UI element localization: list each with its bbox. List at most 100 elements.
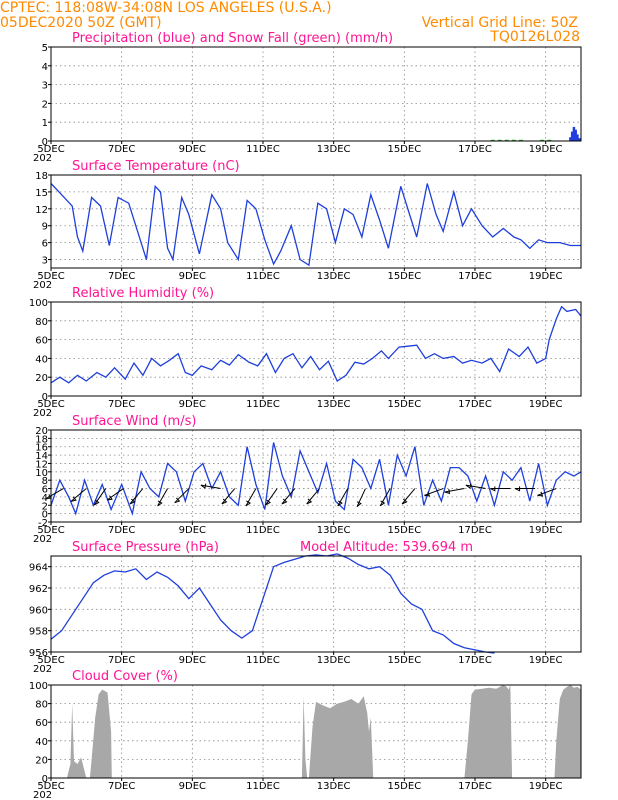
- wind-arrow-head: [537, 491, 544, 497]
- wind-arrow: [200, 484, 221, 490]
- x-tick-label: 19DEC: [529, 525, 563, 536]
- x-tick-label: 11DEC: [246, 271, 280, 282]
- cloud-area: [63, 685, 582, 778]
- x-tick-label: 11DEC: [246, 399, 280, 410]
- year-fragment: 202: [33, 664, 52, 675]
- precip-bar: [490, 139, 495, 141]
- y-tick-label: 20: [35, 373, 48, 384]
- plot-frame: [50, 429, 582, 523]
- wind-arrow: [444, 488, 465, 493]
- y-tick-label: 80: [35, 317, 48, 328]
- year-fragment: 202: [33, 790, 52, 800]
- series-line: [50, 305, 582, 384]
- y-tick-label: 18: [35, 171, 48, 182]
- y-tick-label: 12: [35, 205, 48, 216]
- x-tick-label: 7DEC: [108, 144, 135, 155]
- wind-arrow-head: [70, 496, 77, 502]
- x-tick-label: 5DEC: [37, 144, 64, 155]
- x-tick-label: 13DEC: [317, 271, 351, 282]
- header-grid-note: Vertical Grid Line: 50Z: [422, 15, 578, 31]
- wind-arrow-head: [444, 489, 451, 495]
- precip-bar: [504, 139, 509, 141]
- x-tick-label: 17DEC: [458, 271, 492, 282]
- wind-arrow: [465, 484, 486, 490]
- precip-bar: [574, 129, 577, 141]
- y-tick-label: 20: [35, 426, 48, 437]
- wind-arrow: [221, 488, 236, 505]
- precip-bar: [540, 139, 545, 141]
- x-tick-label: 9DEC: [179, 144, 206, 155]
- x-tick-label: 9DEC: [179, 271, 206, 282]
- header-location: CPTEC: 118:08W-34:08N LOS ANGELES (U.S.A…: [0, 0, 332, 16]
- year-fragment: 202: [33, 408, 52, 419]
- y-tick-label: 960: [29, 605, 48, 616]
- y-tick-label: 2: [42, 501, 48, 512]
- wind-arrow-head: [465, 483, 472, 489]
- y-tick-label: 4: [42, 62, 48, 73]
- wind-arrow-head: [200, 483, 207, 489]
- x-tick-label: 9DEC: [179, 525, 206, 536]
- x-tick-label: 15DEC: [387, 399, 421, 410]
- y-tick-label: 4: [42, 493, 48, 504]
- plot-frame: [50, 555, 582, 653]
- wind-arrow: [106, 488, 124, 501]
- wind-arrow-head: [157, 500, 163, 507]
- x-tick-label: 11DEC: [246, 144, 280, 155]
- wind-arrow: [174, 488, 190, 504]
- wind-arrow-head: [306, 498, 313, 505]
- y-tick-label: 40: [35, 737, 48, 748]
- wind-arrow: [306, 488, 320, 505]
- y-tick-label: 0: [42, 392, 48, 403]
- y-tick-label: 6: [42, 485, 48, 496]
- plot-frame: [50, 301, 582, 397]
- wind-arrow-head: [379, 500, 386, 507]
- wind-arrow: [265, 488, 278, 506]
- y-tick-label: 60: [35, 718, 48, 729]
- y-tick-label: 18: [35, 434, 48, 445]
- y-tick-label: 962: [29, 584, 48, 595]
- x-tick-label: 9DEC: [179, 781, 206, 792]
- plot-frame: [50, 174, 582, 269]
- wind-arrow: [45, 488, 64, 499]
- panel-2: Relative Humidity (%) 0 20 40 60 80 100 5DEC 7DE…: [29, 286, 582, 419]
- x-tick-label: 5DEC: [37, 271, 64, 282]
- wind-arrow-head: [514, 486, 521, 492]
- wind-arrow: [93, 488, 107, 506]
- y-tick-label: 3: [42, 81, 48, 92]
- wind-arrow: [424, 488, 444, 496]
- x-tick-label: 19DEC: [529, 781, 563, 792]
- wind-arrow-head: [129, 498, 136, 505]
- wind-arrow-head: [490, 486, 496, 492]
- wind-arrow-head: [106, 495, 113, 501]
- wind-arrow-head: [265, 499, 271, 506]
- plot-frame: [50, 46, 582, 142]
- series-line: [50, 442, 582, 516]
- wind-arrow: [537, 488, 557, 496]
- x-tick-label: 15DEC: [387, 655, 421, 666]
- precip-bar: [576, 134, 579, 141]
- wind-arrow-head: [337, 500, 343, 507]
- x-tick-label: 17DEC: [458, 399, 492, 410]
- panel-title: Relative Humidity (%): [72, 286, 214, 301]
- wind-arrow-head: [356, 501, 362, 508]
- wind-arrow: [245, 488, 257, 507]
- y-tick-label: 100: [29, 298, 48, 309]
- x-tick-label: 17DEC: [458, 525, 492, 536]
- panel-title: Cloud Cover (%): [72, 669, 178, 684]
- wind-arrow-head: [401, 498, 408, 505]
- y-tick-label: 1: [42, 118, 48, 129]
- panel-0: Precipitation (blue) and Snow Fall (gree…: [33, 31, 582, 164]
- wind-arrow: [129, 488, 144, 505]
- x-tick-label: 19DEC: [529, 271, 563, 282]
- x-tick-label: 13DEC: [317, 144, 351, 155]
- y-tick-label: 14: [35, 451, 48, 462]
- y-tick-label: 100: [29, 681, 48, 692]
- x-tick-label: 7DEC: [108, 271, 135, 282]
- series-line: [50, 553, 495, 654]
- plot-frame: [50, 684, 582, 779]
- x-tick-label: 15DEC: [387, 144, 421, 155]
- y-tick-label: 10: [35, 468, 48, 479]
- precip-bar: [570, 131, 574, 141]
- wind-arrow-head: [94, 499, 100, 506]
